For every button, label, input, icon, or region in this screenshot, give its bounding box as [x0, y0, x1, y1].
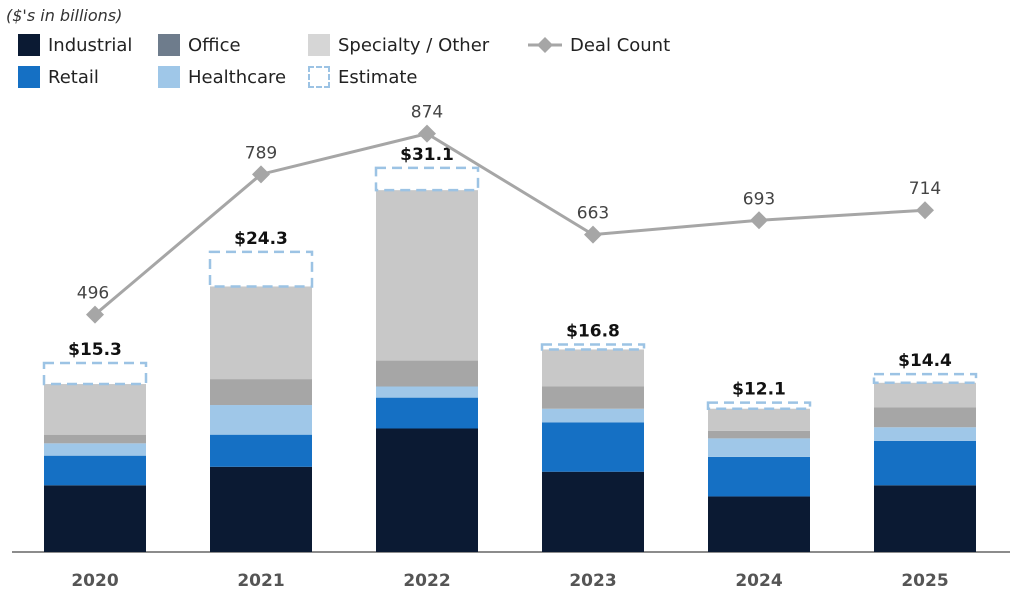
deal-count-label: 693 [743, 189, 775, 209]
legend-label: Specialty / Other [338, 34, 490, 56]
x-tick-label: 2021 [237, 571, 284, 591]
bar-segment-retail [44, 455, 146, 486]
bar-segment-estimate [706, 401, 812, 410]
legend-item-deal-count: Deal Count [528, 34, 670, 56]
diamond-line-icon [528, 37, 562, 53]
legend-label: Healthcare [188, 66, 287, 88]
legend-swatch [18, 66, 40, 88]
bar-segment-retail [210, 434, 312, 467]
bar-segment-healthcare [874, 427, 976, 441]
bar-segment-office [874, 407, 976, 428]
x-tick-label: 2023 [569, 571, 616, 591]
bar-segment-healthcare [376, 386, 478, 398]
legend-label: Retail [48, 66, 99, 88]
deal-count-label: 714 [909, 179, 941, 199]
legend-item-industrial: Industrial [18, 34, 132, 56]
bar-segment-office [44, 434, 146, 444]
deal-count-label: 789 [245, 143, 277, 163]
total-label: $12.1 [732, 380, 786, 400]
bar-segment-office [708, 430, 810, 439]
x-tick-label: 2022 [403, 571, 450, 591]
bar-segment-specialty-other [44, 384, 146, 435]
legend-item-estimate: Estimate [308, 66, 418, 88]
deal-count-marker [916, 201, 934, 220]
legend-swatch [158, 34, 180, 56]
bar-segment-industrial [542, 471, 644, 552]
deal-count-marker [750, 211, 768, 230]
bar-segment-estimate [42, 361, 148, 386]
bar-segment-healthcare [44, 443, 146, 456]
bar-segment-estimate [208, 250, 314, 288]
units-label: ($'s in billions) [6, 6, 123, 25]
bar-segment-healthcare [542, 408, 644, 423]
bar-segment-healthcare [708, 438, 810, 457]
bar-segment-specialty-other [210, 286, 312, 380]
total-label: $31.1 [400, 145, 454, 165]
bar-segment-industrial [874, 485, 976, 552]
bar-segment-office [210, 379, 312, 406]
legend-item-specialty-other: Specialty / Other [308, 34, 489, 56]
deal-count-marker [584, 225, 602, 244]
bar-segment-retail [874, 440, 976, 486]
total-label: $14.4 [898, 351, 952, 371]
x-tick-label: 2025 [901, 571, 948, 591]
legend-label: Estimate [338, 66, 418, 88]
total-label: $15.3 [68, 340, 122, 360]
legend-swatch [308, 66, 330, 88]
bar-segment-retail [376, 397, 478, 429]
x-tick-label: 2024 [735, 571, 782, 591]
bar-segment-healthcare [210, 405, 312, 435]
deal-count-marker [86, 305, 104, 324]
bar-segment-industrial [708, 496, 810, 552]
bar-segment-retail [542, 422, 644, 472]
legend-label: Office [188, 34, 241, 56]
bar-segment-industrial [44, 485, 146, 552]
deal-count-label: 874 [411, 103, 443, 123]
deal-count-label: 496 [77, 284, 109, 304]
bar-segment-industrial [210, 466, 312, 552]
bar-segment-specialty-other [376, 190, 478, 361]
legend-swatch [158, 66, 180, 88]
bar-segment-office [542, 386, 644, 409]
total-label: $16.8 [566, 322, 620, 342]
bar-segment-office [376, 360, 478, 387]
legend-swatch [18, 34, 40, 56]
deal-count-marker [252, 165, 270, 184]
bar-segment-estimate [872, 372, 978, 385]
legend-label: Industrial [48, 34, 133, 56]
bar-segment-estimate [374, 166, 480, 192]
bar-segment-specialty-other [874, 382, 976, 408]
legend-swatch [308, 34, 330, 56]
bar-segment-specialty-other [708, 408, 810, 431]
bar-segment-retail [708, 456, 810, 497]
deal-count-line [94, 132, 926, 316]
legend-item-healthcare: Healthcare [158, 66, 286, 88]
legend-item-office: Office [158, 34, 241, 56]
bar-segment-specialty-other [542, 349, 644, 387]
x-tick-label: 2020 [71, 571, 118, 591]
bar-segment-industrial [376, 428, 478, 552]
total-label: $24.3 [234, 229, 288, 249]
deal-count-marker [418, 124, 436, 143]
bar-segment-estimate [540, 343, 646, 351]
legend-item-retail: Retail [18, 66, 99, 88]
deal-count-label: 663 [577, 204, 609, 224]
legend-label: Deal Count [570, 34, 671, 56]
